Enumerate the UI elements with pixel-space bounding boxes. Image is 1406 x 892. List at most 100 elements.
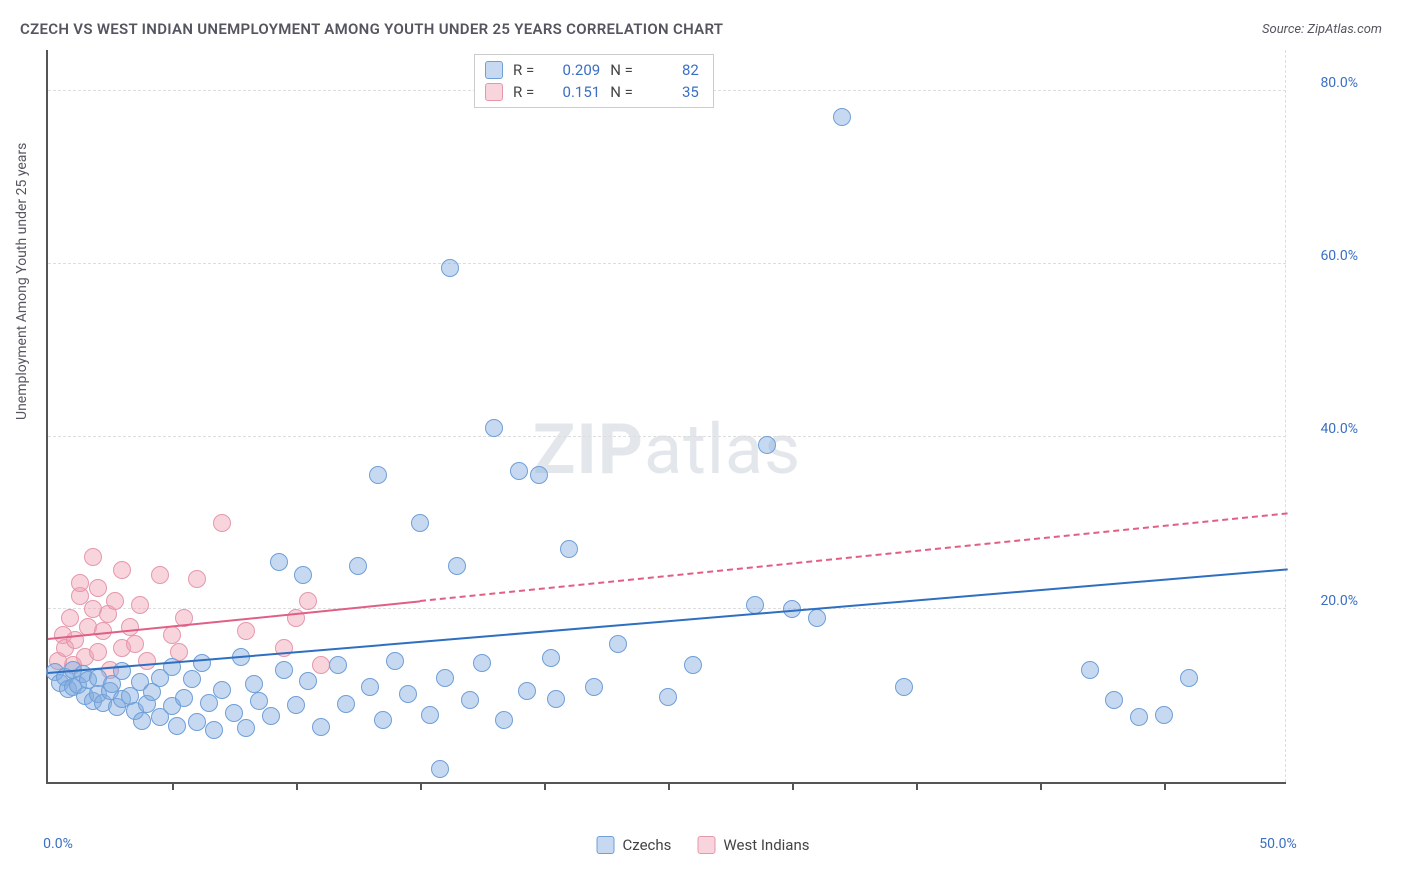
- y-tick-label: 20.0%: [1320, 593, 1358, 609]
- west-indians-point: [113, 561, 131, 579]
- czechs-point: [659, 688, 677, 706]
- x-tick: [544, 782, 546, 790]
- czechs-point: [436, 669, 454, 687]
- legend-r-label: R =: [513, 61, 534, 79]
- czechs-point: [808, 609, 826, 627]
- legend-item-czechs: Czechs: [597, 836, 672, 854]
- west-indians-point: [312, 656, 330, 674]
- czechs-point: [245, 675, 263, 693]
- watermark-rest: atlas: [644, 409, 801, 491]
- west-indians-point: [138, 652, 156, 670]
- source-credit: Source: ZipAtlas.com: [1262, 22, 1382, 37]
- west-indians-point: [299, 592, 317, 610]
- west-indians-point: [61, 609, 79, 627]
- legend-n-label-2: N =: [610, 83, 633, 101]
- legend-swatch-czechs: [485, 61, 503, 79]
- west-indians-point: [121, 618, 139, 636]
- chart-title: CZECH VS WEST INDIAN UNEMPLOYMENT AMONG …: [20, 20, 723, 38]
- czechs-point: [895, 678, 913, 696]
- czechs-point: [833, 108, 851, 126]
- legend-label-czechs: Czechs: [623, 836, 672, 854]
- czechs-point: [329, 656, 347, 674]
- czechs-point: [183, 670, 201, 688]
- legend-n-label: N =: [610, 61, 633, 79]
- czechs-point: [585, 678, 603, 696]
- czechs-point: [560, 540, 578, 558]
- x-tick: [1040, 782, 1042, 790]
- legend-stats-row-czechs: R = 0.209 N = 82: [485, 59, 699, 81]
- czechs-point: [193, 654, 211, 672]
- west-indians-point: [89, 579, 107, 597]
- czechs-point: [473, 654, 491, 672]
- czechs-point: [399, 685, 417, 703]
- legend-r-label-2: R =: [513, 83, 534, 101]
- czechs-point: [510, 462, 528, 480]
- west-indians-point: [151, 566, 169, 584]
- czechs-point: [518, 682, 536, 700]
- czechs-point: [188, 713, 206, 731]
- czechs-point: [530, 466, 548, 484]
- czechs-point: [299, 672, 317, 690]
- legend-series: Czechs West Indians: [597, 836, 810, 854]
- czechs-point: [337, 695, 355, 713]
- czechs-point: [1105, 691, 1123, 709]
- czechs-point: [237, 719, 255, 737]
- west-indians-point: [89, 643, 107, 661]
- west-indians-point: [106, 592, 124, 610]
- legend-r-wi: 0.151: [544, 83, 600, 101]
- watermark-bold: ZIP: [533, 409, 644, 491]
- y-tick-label: 40.0%: [1320, 421, 1358, 437]
- west-indians-trendline-dashed: [420, 512, 1288, 602]
- czechs-point: [349, 557, 367, 575]
- czechs-point: [312, 718, 330, 736]
- czechs-point: [175, 689, 193, 707]
- czechs-point: [168, 717, 186, 735]
- west-indians-point: [126, 635, 144, 653]
- czechs-point: [374, 711, 392, 729]
- czechs-point: [270, 553, 288, 571]
- czechs-point: [275, 661, 293, 679]
- czechs-point: [461, 691, 479, 709]
- x-tick: [296, 782, 298, 790]
- west-indians-point: [237, 622, 255, 640]
- czechs-point: [1155, 706, 1173, 724]
- czechs-point: [213, 681, 231, 699]
- czechs-point: [547, 690, 565, 708]
- czechs-point: [542, 649, 560, 667]
- y-tick-label: 60.0%: [1320, 248, 1358, 264]
- x-tick-label: 50.0%: [1259, 836, 1297, 852]
- czechs-point: [294, 566, 312, 584]
- czechs-point: [1180, 669, 1198, 687]
- czechs-point: [369, 466, 387, 484]
- czechs-point: [485, 419, 503, 437]
- czechs-point: [1130, 708, 1148, 726]
- legend-n-wi: 35: [643, 83, 699, 101]
- czechs-point: [609, 635, 627, 653]
- legend-label-wi: West Indians: [723, 836, 809, 854]
- czechs-point: [448, 557, 466, 575]
- west-indians-point: [163, 626, 181, 644]
- legend-item-wi: West Indians: [697, 836, 809, 854]
- west-indians-point: [213, 514, 231, 532]
- czechs-point: [746, 596, 764, 614]
- west-indians-point: [71, 574, 89, 592]
- x-tick: [668, 782, 670, 790]
- czechs-point: [684, 656, 702, 674]
- czechs-point: [421, 706, 439, 724]
- gridline-h: [48, 263, 1286, 264]
- czechs-point: [758, 436, 776, 454]
- y-axis-title: Unemployment Among Youth under 25 years: [14, 143, 30, 420]
- legend-stats: R = 0.209 N = 82 R = 0.151 N = 35: [474, 54, 714, 108]
- west-indians-point: [131, 596, 149, 614]
- x-tick: [792, 782, 794, 790]
- plot-right-border: [1285, 50, 1286, 782]
- x-tick: [172, 782, 174, 790]
- czechs-point: [441, 259, 459, 277]
- czechs-point: [431, 760, 449, 778]
- x-tick: [916, 782, 918, 790]
- legend-r-czechs: 0.209: [544, 61, 600, 79]
- x-tick-label: 0.0%: [43, 836, 73, 852]
- legend-n-czechs: 82: [643, 61, 699, 79]
- west-indians-point: [84, 548, 102, 566]
- y-tick-label: 80.0%: [1320, 75, 1358, 91]
